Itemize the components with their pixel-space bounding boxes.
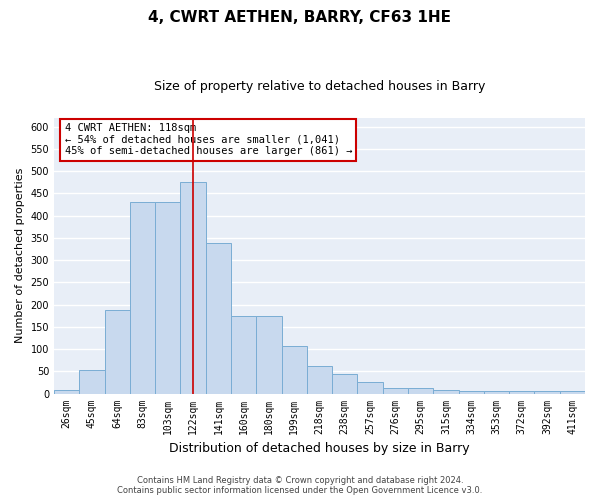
Bar [358, 382, 383, 394]
Text: Contains HM Land Registry data © Crown copyright and database right 2024.
Contai: Contains HM Land Registry data © Crown c… [118, 476, 482, 495]
Bar [307, 366, 332, 394]
Bar [509, 392, 535, 394]
Bar [181, 182, 206, 394]
Bar [104, 310, 130, 394]
Bar [408, 388, 433, 394]
Bar [231, 316, 256, 394]
Bar [54, 390, 79, 394]
Bar [332, 374, 358, 394]
Bar [535, 392, 560, 394]
Bar [383, 388, 408, 394]
X-axis label: Distribution of detached houses by size in Barry: Distribution of detached houses by size … [169, 442, 470, 455]
Bar [130, 202, 155, 394]
Bar [281, 346, 307, 394]
Bar [433, 390, 458, 394]
Bar [484, 392, 509, 394]
Y-axis label: Number of detached properties: Number of detached properties [15, 168, 25, 344]
Bar [256, 316, 281, 394]
Text: 4, CWRT AETHEN, BARRY, CF63 1HE: 4, CWRT AETHEN, BARRY, CF63 1HE [149, 10, 452, 25]
Bar [79, 370, 104, 394]
Text: 4 CWRT AETHEN: 118sqm
← 54% of detached houses are smaller (1,041)
45% of semi-d: 4 CWRT AETHEN: 118sqm ← 54% of detached … [65, 124, 352, 156]
Bar [155, 202, 181, 394]
Bar [560, 392, 585, 394]
Bar [458, 392, 484, 394]
Bar [206, 243, 231, 394]
Title: Size of property relative to detached houses in Barry: Size of property relative to detached ho… [154, 80, 485, 93]
